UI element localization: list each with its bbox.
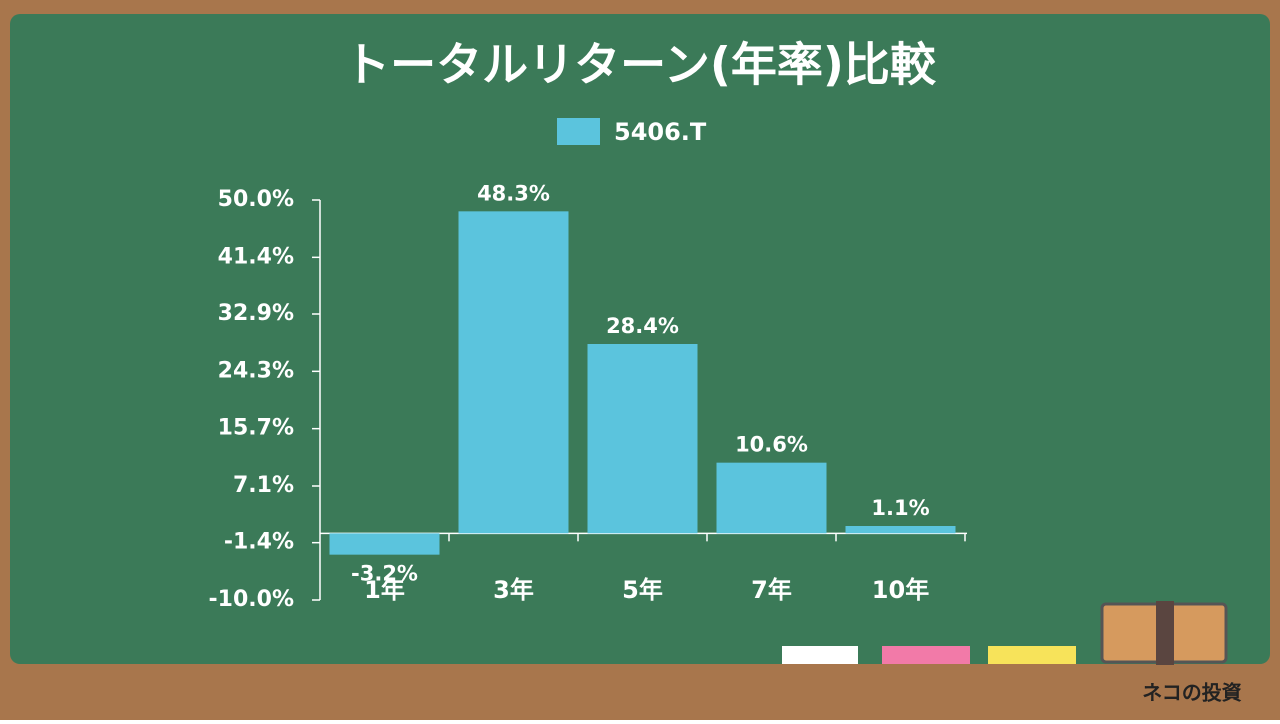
x-tick-label: 1年 — [364, 576, 405, 604]
x-tick-label: 10年 — [872, 576, 929, 604]
y-tick-label: 32.9% — [218, 301, 294, 326]
bar — [329, 533, 440, 555]
data-label: -3.2% — [351, 562, 418, 586]
eraser-band — [1156, 601, 1174, 665]
x-tick-label: 5年 — [622, 576, 663, 604]
chart-title: トータルリターン(年率)比較 — [344, 38, 937, 92]
branding: ネコの投資 — [1142, 681, 1242, 705]
bar — [845, 526, 956, 534]
data-label: 1.1% — [871, 496, 929, 520]
data-label: 28.4% — [606, 314, 679, 338]
y-tick-label: 7.1% — [233, 473, 294, 498]
y-tick-label: 15.7% — [218, 416, 294, 441]
x-tick-label: 7年 — [751, 576, 792, 604]
y-tick-label: 50.0% — [218, 187, 294, 212]
chalk-pink — [882, 646, 970, 664]
x-tick-label: 3年 — [493, 576, 534, 604]
legend-swatch — [557, 118, 600, 145]
y-tick-label: 41.4% — [218, 244, 294, 269]
legend-label: 5406.T — [614, 118, 707, 146]
y-tick-label: 24.3% — [218, 358, 294, 383]
bar — [716, 462, 827, 534]
bar — [458, 211, 569, 534]
bar — [587, 344, 698, 534]
data-label: 48.3% — [477, 181, 550, 205]
y-tick-label: -10.0% — [209, 587, 294, 612]
data-label: 10.6% — [735, 433, 808, 457]
y-tick-label: -1.4% — [224, 530, 294, 555]
chalk-yellow — [988, 646, 1076, 664]
chalkboard — [10, 14, 1270, 664]
chalk-white — [782, 646, 858, 664]
